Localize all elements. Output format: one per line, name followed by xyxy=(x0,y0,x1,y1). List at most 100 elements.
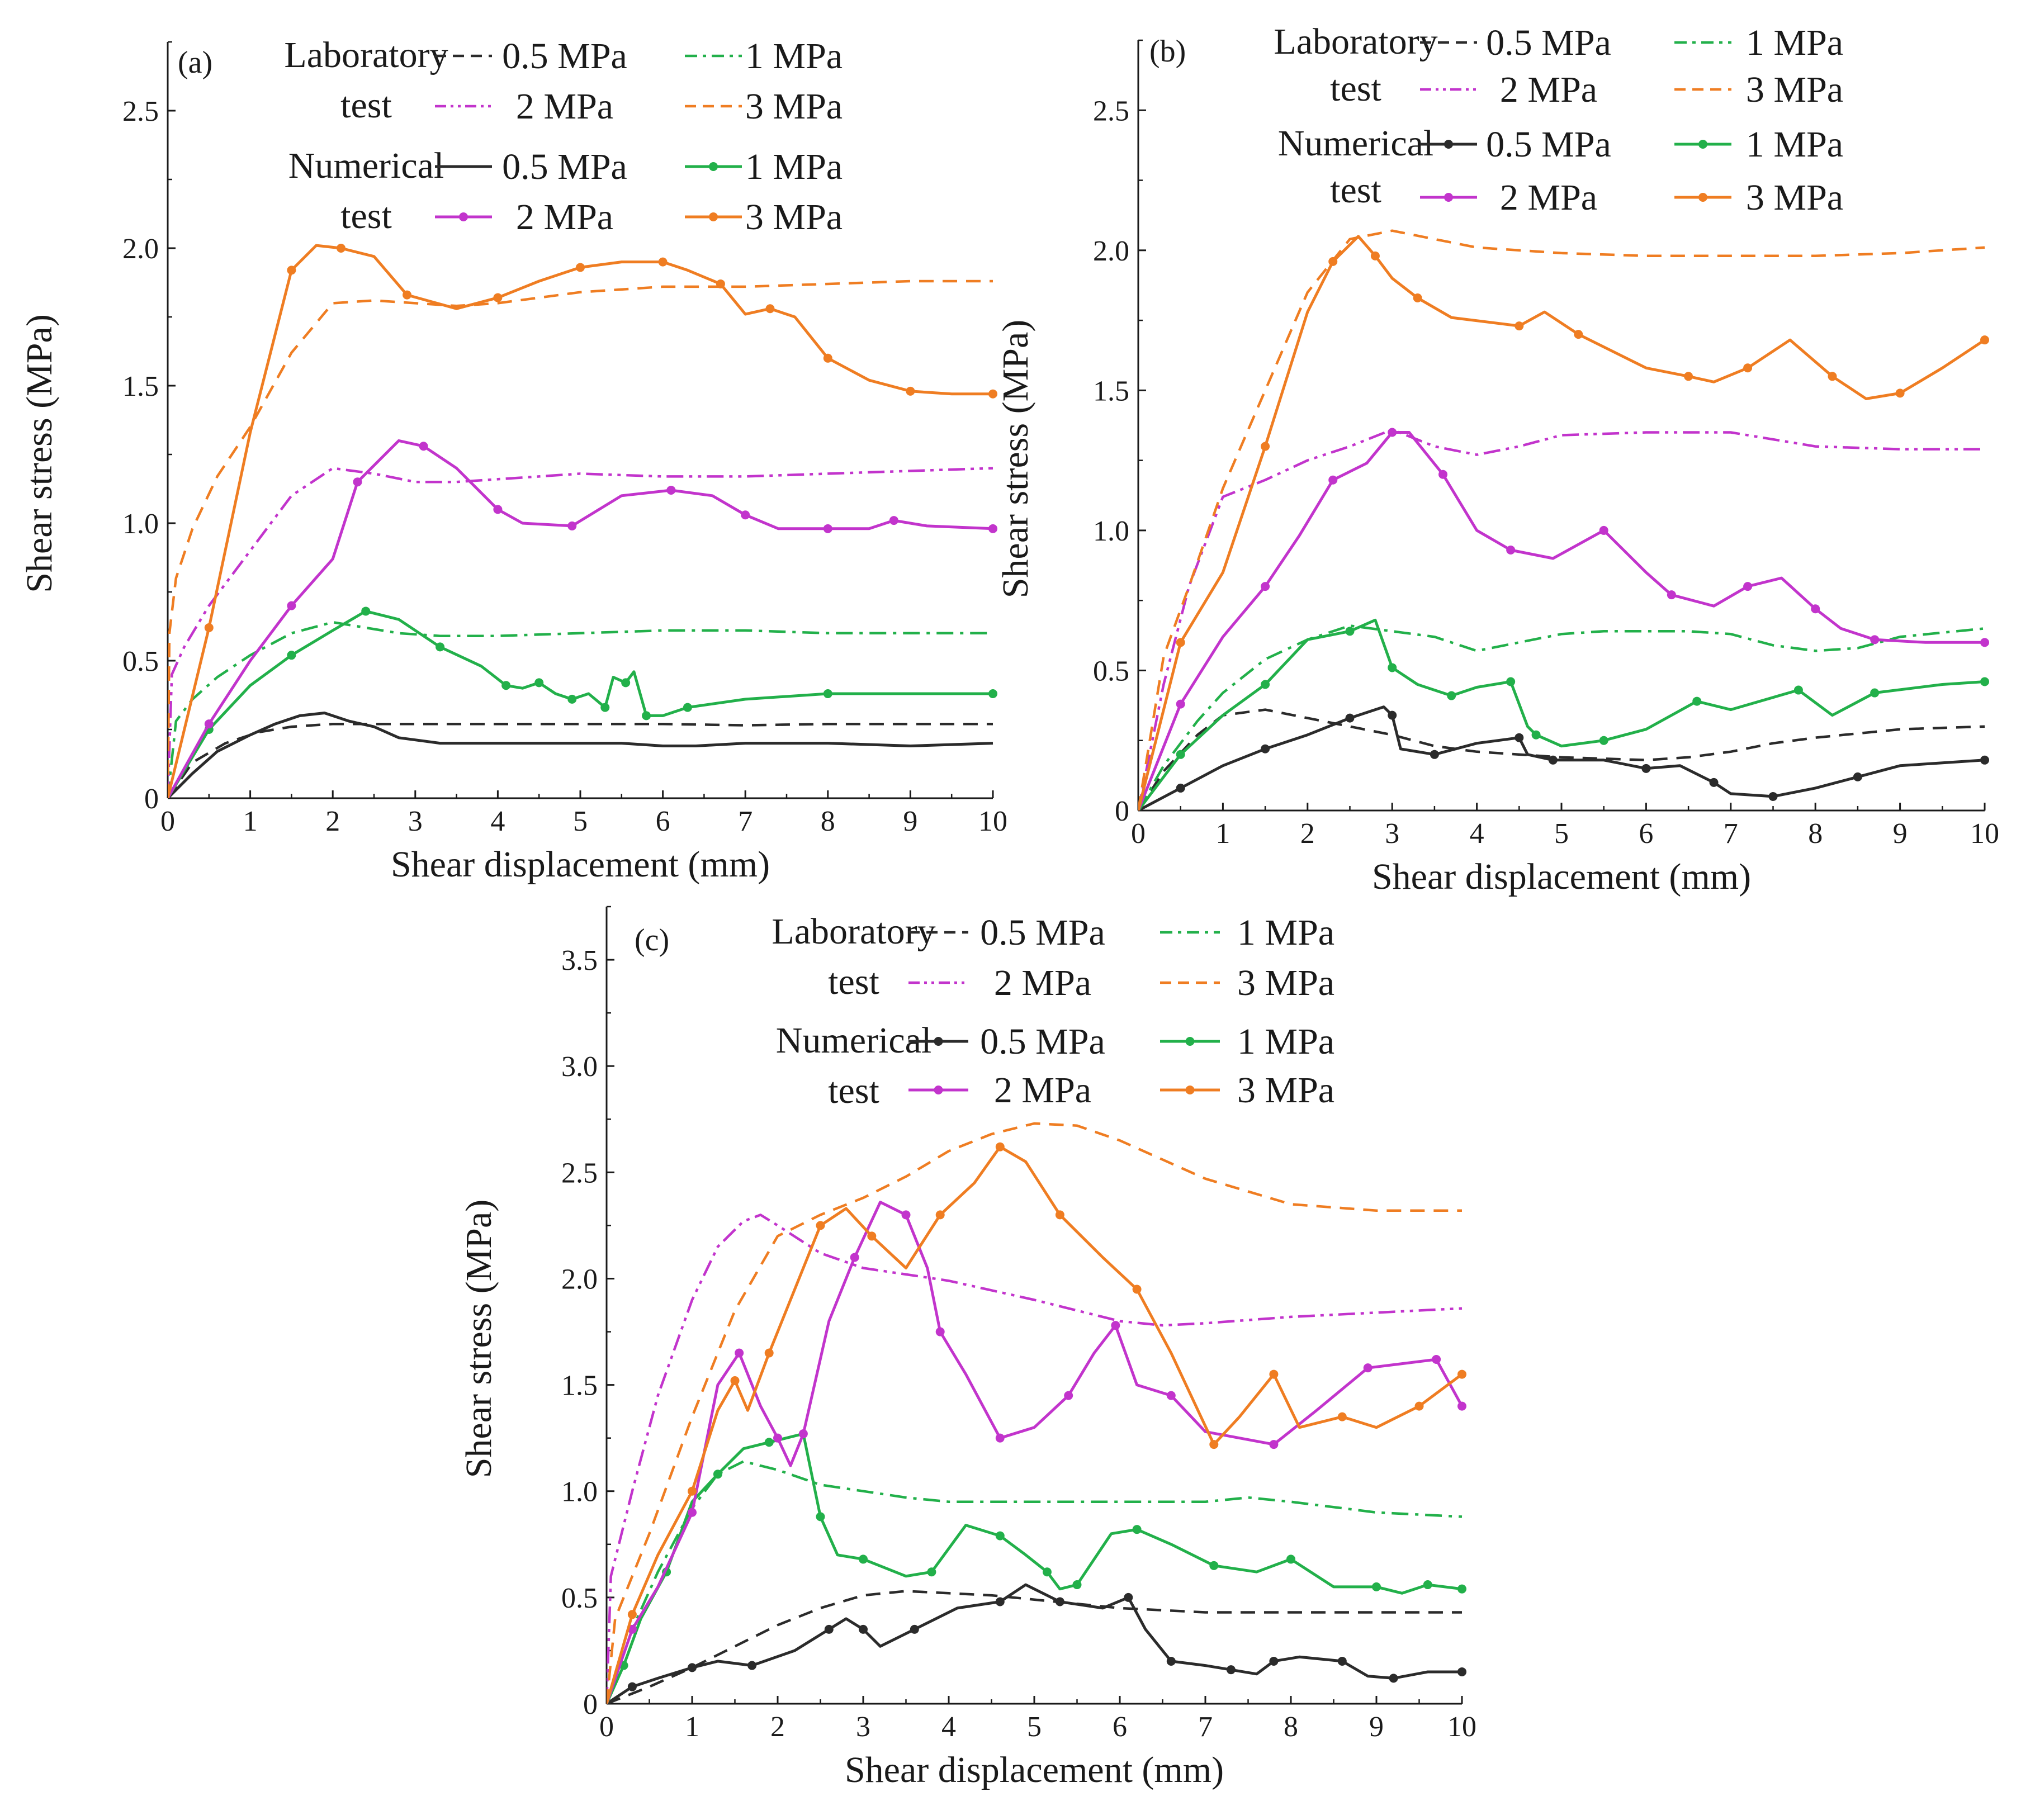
x-tick-label: 7 xyxy=(1724,818,1738,850)
data-point-marker xyxy=(1980,638,1989,647)
data-point-marker xyxy=(823,689,832,699)
data-point-marker xyxy=(1209,1440,1219,1449)
data-point-marker xyxy=(935,1210,945,1220)
x-tick-label: 3 xyxy=(856,1711,870,1743)
num-1mpa-line xyxy=(168,609,993,798)
legend-entry-label: 3 MPa xyxy=(1746,177,1843,218)
data-point-marker xyxy=(688,1508,697,1517)
x-tick-label: 10 xyxy=(1970,818,1999,850)
data-point-marker xyxy=(1828,372,1837,381)
x-tick-label: 10 xyxy=(1447,1711,1476,1743)
legend-entry-label: 3 MPa xyxy=(745,86,843,127)
data-point-marker xyxy=(1132,1525,1142,1534)
legend-entry-label: 1 MPa xyxy=(745,146,843,187)
x-tick-label: 6 xyxy=(656,805,670,837)
data-point-marker xyxy=(1980,677,1989,686)
y-tick-label: 1.0 xyxy=(1093,515,1129,547)
lab-3mpa-line xyxy=(168,279,993,798)
legend-group-label: test xyxy=(1330,68,1381,109)
data-point-marker xyxy=(901,1210,911,1220)
num-0_5mpa-line xyxy=(168,712,993,798)
x-tick-label: 0 xyxy=(1131,818,1146,850)
lab-1mpa-line xyxy=(168,620,993,798)
data-point-marker xyxy=(1667,590,1676,600)
data-point-marker xyxy=(1743,363,1753,373)
legend-group-label: test xyxy=(340,85,392,126)
data-point-marker xyxy=(1743,582,1753,591)
legend-swatch-marker xyxy=(1185,1037,1195,1046)
data-point-marker xyxy=(773,1433,782,1443)
legend-swatch-marker xyxy=(934,1037,943,1046)
y-tick-label: 1.5 xyxy=(1093,375,1129,407)
x-tick-label: 5 xyxy=(573,805,588,837)
y-tick-label: 2.5 xyxy=(561,1157,598,1189)
y-tick-label: 0 xyxy=(1115,795,1129,827)
x-tick-label: 8 xyxy=(1284,1711,1298,1743)
data-point-marker xyxy=(1457,1584,1466,1594)
panel-c: 0 1 2 3 4 5 6 7 8 9 10 0 0.5 1.0 1.5 2.0 2.5 3.0 3.5 Shear … xyxy=(458,906,1476,1790)
data-point-marker xyxy=(1328,257,1338,266)
legend-swatch-marker xyxy=(709,162,718,171)
x-axis-title: Shear displacement (mm) xyxy=(845,1750,1224,1790)
legend-entry-label: 2 MPa xyxy=(994,963,1091,1003)
data-point-marker xyxy=(1370,251,1380,260)
data-point-marker xyxy=(1261,582,1270,591)
legend-entry-label: 0.5 MPa xyxy=(1486,22,1611,63)
data-point-marker xyxy=(1345,627,1355,636)
data-point-marker xyxy=(1980,335,1989,345)
num-3mpa-line xyxy=(1138,235,1986,811)
data-point-marker xyxy=(730,1376,740,1385)
data-point-marker xyxy=(1430,750,1439,759)
legend-entry-label: 1 MPa xyxy=(1237,1021,1334,1062)
data-point-marker xyxy=(1388,663,1397,672)
data-point-marker xyxy=(1457,1401,1466,1411)
x-tick-label: 6 xyxy=(1113,1711,1127,1743)
data-point-marker xyxy=(1261,680,1270,689)
data-point-marker xyxy=(1209,1561,1219,1570)
data-point-marker xyxy=(765,304,775,314)
y-tick-label: 2.0 xyxy=(561,1263,598,1295)
data-point-marker xyxy=(859,1624,868,1634)
data-point-marker xyxy=(1345,713,1355,723)
data-point-marker xyxy=(1269,1440,1279,1449)
legend-group-label: Laboratory xyxy=(772,911,935,952)
data-point-marker xyxy=(1389,1674,1398,1683)
x-tick-label: 9 xyxy=(1893,818,1908,850)
data-point-marker xyxy=(666,485,676,495)
legend-group-label: Numerical xyxy=(288,145,444,186)
data-point-marker xyxy=(988,689,997,699)
x-tick-label: 2 xyxy=(325,805,340,837)
panel-b: 0 1 2 3 4 5 6 7 8 9 10 0 0.5 1.0 1.5 2.0 2.5 Shear displa… xyxy=(995,21,1999,897)
y-tick-label: 2.0 xyxy=(122,233,159,265)
data-point-marker xyxy=(627,1610,637,1619)
data-point-marker xyxy=(621,678,631,688)
data-point-marker xyxy=(1432,1354,1441,1364)
data-point-marker xyxy=(1684,372,1693,381)
data-point-marker xyxy=(713,1470,722,1479)
legend: Laboratory test Numerical test 0.5 MPa 1 MPa 2… xyxy=(772,911,1334,1111)
legend-group-label: Laboratory xyxy=(284,35,448,75)
x-tick-label: 5 xyxy=(1554,818,1569,850)
legend-entry-label: 1 MPa xyxy=(1746,22,1843,63)
data-point-marker xyxy=(741,510,750,520)
data-point-marker xyxy=(1447,691,1456,700)
data-point-marker xyxy=(1574,330,1583,339)
num-2mpa-line xyxy=(607,1201,1464,1704)
y-tick-label: 0.5 xyxy=(561,1582,598,1614)
data-point-marker xyxy=(1337,1412,1347,1421)
num-3mpa-line xyxy=(607,1145,1463,1704)
legend-group-label: test xyxy=(340,196,392,236)
y-tick-label: 0.5 xyxy=(1093,655,1129,687)
legend-entry-label: 2 MPa xyxy=(516,86,613,127)
num-0_5mpa-line xyxy=(607,1583,1462,1704)
data-point-marker xyxy=(1124,1593,1133,1602)
data-point-marker xyxy=(747,1661,757,1670)
legend-group-label: Laboratory xyxy=(1274,21,1437,62)
num-3mpa-line xyxy=(168,244,993,798)
data-point-marker xyxy=(1768,791,1778,801)
data-point-marker xyxy=(1599,525,1608,535)
data-point-marker xyxy=(1980,755,1989,765)
y-tick-label: 1.0 xyxy=(561,1476,598,1508)
data-point-marker xyxy=(534,678,544,688)
